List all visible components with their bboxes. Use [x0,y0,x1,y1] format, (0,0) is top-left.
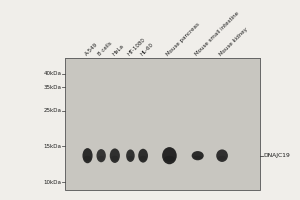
Ellipse shape [193,156,202,159]
Text: Mouse kidney: Mouse kidney [218,27,249,57]
Ellipse shape [111,156,118,161]
Text: B cells: B cells [98,41,114,57]
Ellipse shape [164,156,175,162]
Ellipse shape [216,149,228,162]
Ellipse shape [126,149,135,162]
Text: DNAJC19: DNAJC19 [264,153,290,158]
Text: Mouse pancreas: Mouse pancreas [166,22,201,57]
Text: HT-1080: HT-1080 [127,37,147,57]
Ellipse shape [127,156,134,160]
Ellipse shape [162,147,177,164]
Text: 10kDa: 10kDa [44,180,62,185]
Ellipse shape [98,156,105,160]
Text: Mouse small intestine: Mouse small intestine [194,11,240,57]
Ellipse shape [84,156,91,161]
Ellipse shape [110,148,120,163]
Ellipse shape [97,149,106,162]
Ellipse shape [138,149,148,163]
Ellipse shape [192,151,204,160]
Ellipse shape [82,148,93,163]
Text: 25kDa: 25kDa [44,108,62,113]
Text: 40kDa: 40kDa [44,71,62,76]
Text: A-549: A-549 [84,42,99,57]
Ellipse shape [140,156,147,161]
Text: 35kDa: 35kDa [44,85,62,90]
Ellipse shape [218,156,226,160]
Text: 15kDa: 15kDa [44,144,62,149]
Text: HeLa: HeLa [111,44,125,57]
Bar [65,58,260,190]
Text: HL-60: HL-60 [140,42,154,57]
